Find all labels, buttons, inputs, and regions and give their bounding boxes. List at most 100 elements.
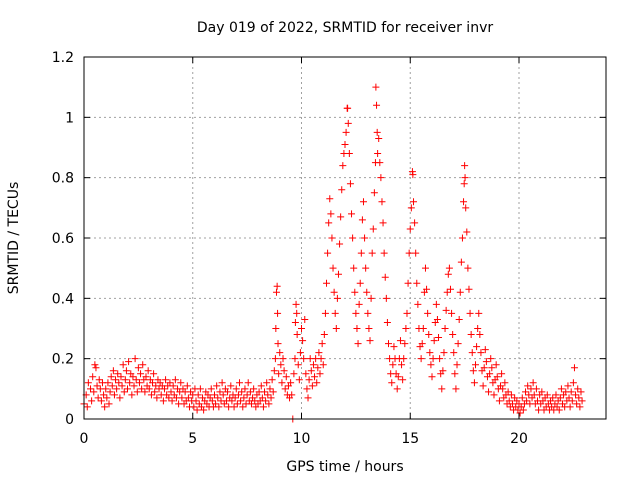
data-point [357,249,365,257]
data-point [462,204,470,212]
data-point [243,391,251,399]
data-point [244,379,252,387]
data-point [501,379,509,387]
data-point [538,388,546,396]
data-point [356,279,364,287]
data-point [159,397,167,405]
data-point [87,385,95,393]
data-point [293,331,301,339]
data-point [281,385,289,393]
data-point [369,225,377,233]
data-point [272,288,280,296]
data-point [166,379,174,387]
data-point [373,101,381,109]
data-point [404,279,412,287]
data-point [152,382,160,390]
data-point [493,373,501,381]
data-point [212,400,220,408]
data-point [177,379,185,387]
data-point [368,249,376,257]
data-point [495,397,503,405]
axes: 0 0.2 0.4 0.6 0.8 1 1.2 0 5 10 15 20 [52,50,607,447]
data-point [451,370,459,378]
data-point [569,379,577,387]
data-point [486,370,494,378]
data-point [429,355,437,363]
data-point [460,180,468,188]
data-point [367,294,375,302]
data-point [141,388,149,396]
data-point [472,361,479,369]
data-point [377,174,385,182]
data-point [448,309,456,317]
data-point [233,400,241,408]
data-point [325,219,333,227]
data-point [321,309,329,317]
data-point [232,385,240,393]
data-point [317,355,325,363]
x-tick-label: 0 [80,431,89,447]
data-point [200,406,208,414]
data-point [292,300,300,308]
data-point [350,264,358,272]
data-point [406,225,414,233]
data-point [169,382,177,390]
data-point [366,337,374,345]
data-point [457,258,465,266]
data-point [125,358,133,366]
data-point [303,385,311,393]
data-point [112,376,120,384]
data-point [301,315,309,323]
data-point [453,361,461,369]
data-point [113,385,121,393]
data-point [207,385,215,393]
data-point [440,349,448,357]
data-point [396,337,404,345]
data-point [480,364,488,372]
data-point [373,128,381,136]
data-point [83,403,91,411]
data-point [470,379,478,387]
data-point [116,394,124,402]
data-point [465,285,473,293]
data-point [214,394,222,402]
data-point [314,364,322,372]
data-point [277,361,285,369]
data-point [508,400,516,408]
data-point [168,397,176,405]
data-point [171,376,179,384]
y-tick-label: 1.2 [52,50,74,66]
data-point [262,397,270,405]
data-point [130,382,138,390]
data-point [365,325,373,332]
y-tick-label: 0 [65,412,74,428]
data-point [499,385,507,393]
data-point [473,343,481,351]
data-point [463,228,471,236]
data-point [231,394,239,402]
data-point [445,264,453,272]
data-point [488,364,496,372]
data-point [293,309,301,317]
data-point [265,400,273,408]
data-point [331,309,339,317]
data-point [375,134,383,142]
data-point [329,264,337,272]
data-point [492,361,500,369]
data-point [192,397,200,405]
data-point [498,370,506,378]
data-point [393,385,401,393]
data-point [330,288,338,296]
data-point [421,264,429,272]
data-point [348,210,356,218]
data-point [467,331,475,339]
data-point [564,382,572,390]
data-point [215,403,223,411]
data-point [308,382,316,390]
data-point [234,391,242,399]
data-point [208,397,216,405]
data-point [238,388,246,396]
data-point [532,385,540,393]
data-point [427,361,435,369]
data-point [359,198,367,206]
